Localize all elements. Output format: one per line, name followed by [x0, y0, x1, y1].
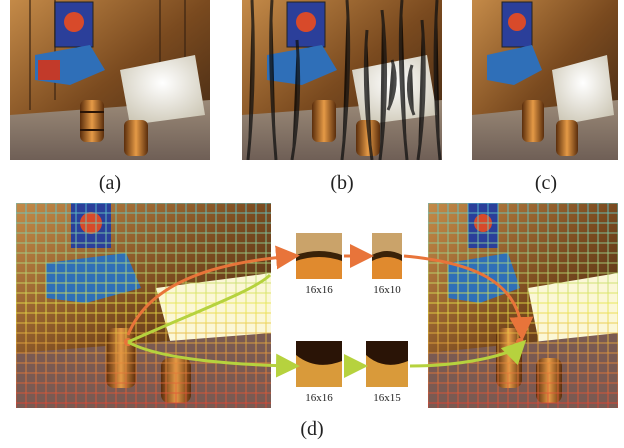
- patch-label-bottom-target: 16x15: [373, 392, 401, 404]
- panel-d-source-grid-image: [16, 203, 271, 408]
- patch-bottom-source: [296, 341, 342, 387]
- caption-d: (d): [300, 418, 324, 440]
- caption-b: (b): [330, 172, 354, 194]
- patch-top-target: [372, 233, 402, 279]
- patch-label-top-source: 16x16: [305, 284, 333, 296]
- caption-c: (c): [534, 172, 558, 194]
- caption-a: (a): [98, 172, 122, 194]
- patch-top-source: [296, 233, 342, 279]
- panel-b-distorted-image: [242, 0, 442, 160]
- panel-d-target-grid-image: [428, 203, 618, 408]
- panel-c-result-image: [472, 0, 618, 160]
- panel-a-original-image: [10, 0, 210, 160]
- patch-label-bottom-source: 16x16: [305, 392, 333, 404]
- patch-bottom-target: [366, 341, 408, 387]
- patch-label-top-target: 16x10: [373, 284, 401, 296]
